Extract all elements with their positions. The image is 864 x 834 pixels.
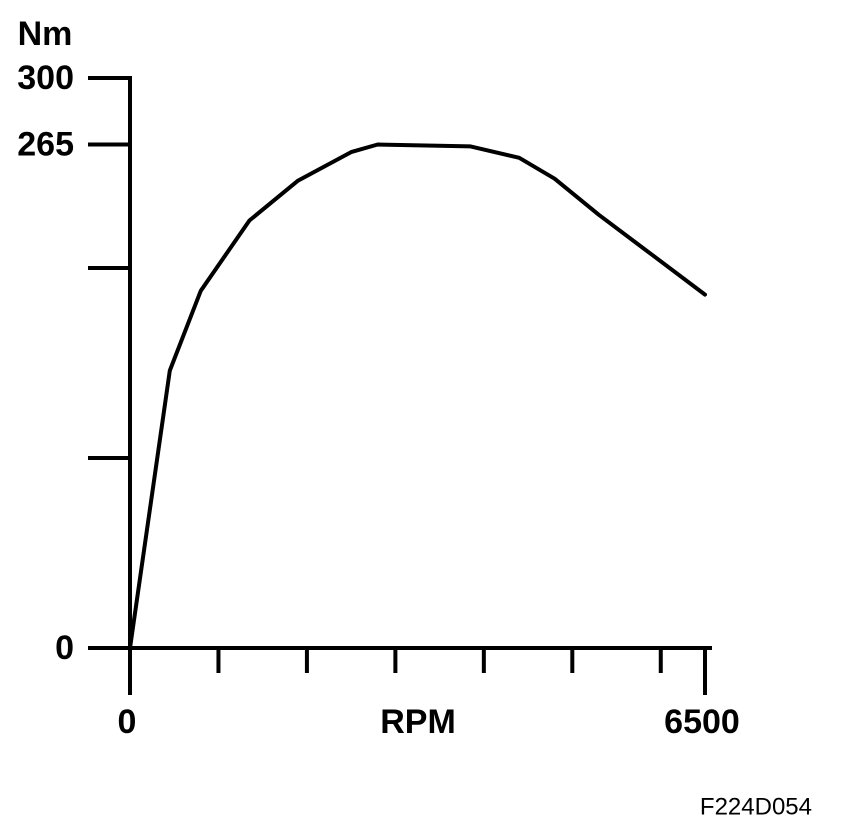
- figure-code: F224D054: [700, 793, 812, 820]
- torque-curve: [128, 142, 707, 650]
- y-tick-label: 300: [17, 59, 74, 97]
- y-tick-label: 265: [17, 125, 74, 163]
- x-axis-label: RPM: [380, 703, 456, 741]
- y-tick-label: 0: [55, 629, 74, 667]
- x-tick-label: 6500: [664, 703, 740, 741]
- y-axis-label: Nm: [18, 15, 73, 53]
- x-tick-label: 0: [118, 703, 137, 741]
